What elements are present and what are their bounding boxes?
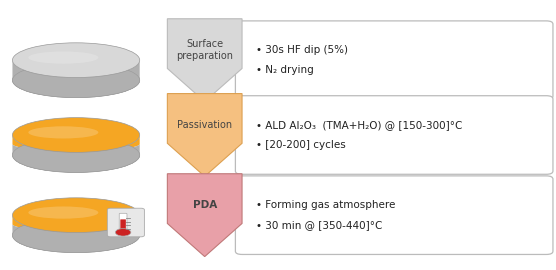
Ellipse shape (12, 118, 140, 152)
Ellipse shape (12, 218, 140, 252)
Polygon shape (12, 135, 140, 152)
Ellipse shape (12, 63, 140, 97)
Text: PDA: PDA (192, 200, 217, 210)
FancyBboxPatch shape (235, 176, 553, 254)
FancyBboxPatch shape (120, 220, 126, 231)
FancyBboxPatch shape (107, 208, 145, 237)
FancyBboxPatch shape (235, 96, 553, 174)
Text: Surface
preparation: Surface preparation (176, 39, 233, 61)
Polygon shape (12, 60, 140, 97)
FancyBboxPatch shape (119, 213, 127, 232)
Text: • ALD Al₂O₃  (TMA+H₂O) @ [150-300]°C: • ALD Al₂O₃ (TMA+H₂O) @ [150-300]°C (256, 120, 462, 130)
Ellipse shape (12, 63, 140, 97)
Text: • [20-200] cycles: • [20-200] cycles (256, 140, 346, 150)
Polygon shape (12, 144, 140, 173)
Ellipse shape (115, 229, 131, 236)
Text: • Forming gas atmosphere: • Forming gas atmosphere (256, 200, 395, 210)
Ellipse shape (12, 198, 140, 232)
Text: • 30s HF dip (5%): • 30s HF dip (5%) (256, 45, 348, 55)
Text: • 30 min @ [350-440]°C: • 30 min @ [350-440]°C (256, 221, 382, 231)
Ellipse shape (12, 43, 140, 77)
Ellipse shape (28, 207, 98, 219)
Polygon shape (12, 215, 140, 232)
Ellipse shape (12, 218, 140, 252)
Ellipse shape (12, 138, 140, 173)
Polygon shape (12, 224, 140, 252)
Ellipse shape (12, 138, 140, 173)
Text: • N₂ drying: • N₂ drying (256, 66, 314, 76)
Ellipse shape (28, 52, 98, 64)
Ellipse shape (28, 126, 98, 139)
FancyBboxPatch shape (235, 21, 553, 99)
Polygon shape (167, 94, 242, 176)
Polygon shape (167, 174, 242, 256)
Polygon shape (167, 19, 242, 102)
Text: Passivation: Passivation (177, 120, 232, 130)
